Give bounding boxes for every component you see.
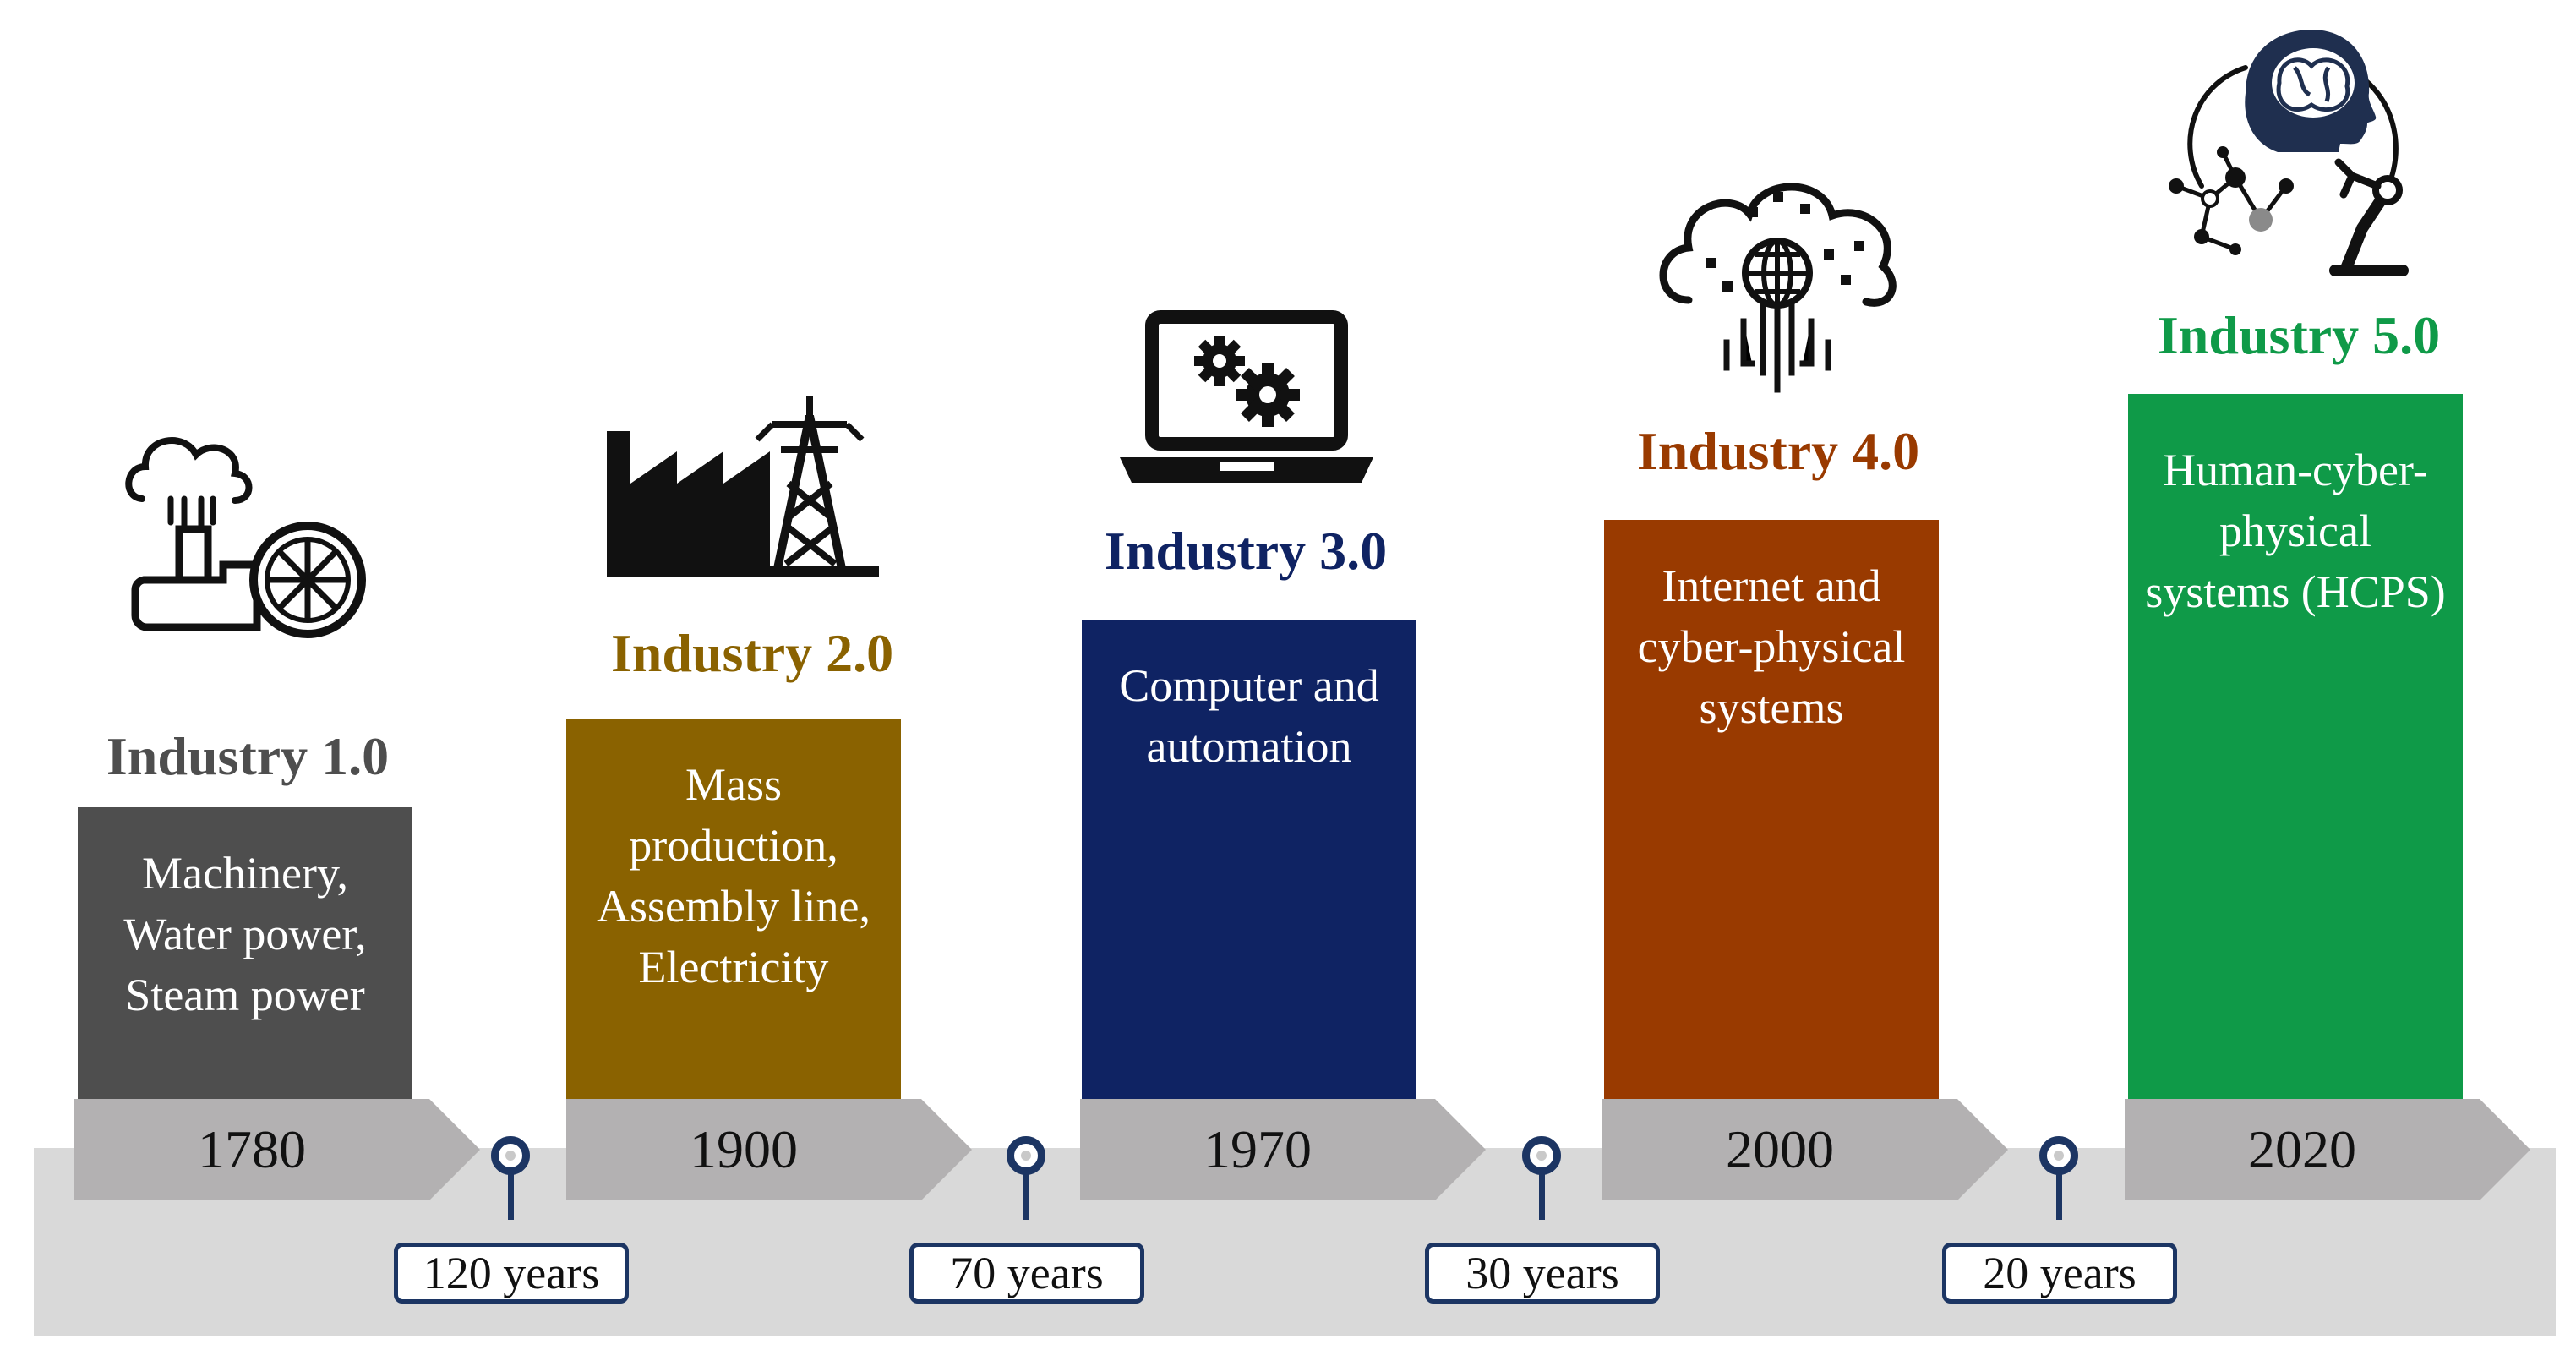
era-year: 1780	[198, 1119, 306, 1179]
laptop-gears-icon	[1120, 310, 1373, 483]
era-title: Industry 1.0	[106, 726, 390, 786]
timeline-marker	[1522, 1136, 1561, 1175]
year-arrow	[2125, 1099, 2530, 1200]
description-line: Water power,	[123, 909, 367, 959]
era-year: 1900	[690, 1119, 798, 1179]
description-line: cyber-physical	[1637, 621, 1906, 672]
era-year: 1970	[1203, 1119, 1312, 1179]
description-line: production,	[629, 820, 838, 871]
gap-label: 70 years	[909, 1243, 1144, 1304]
year-arrow	[566, 1099, 972, 1200]
era-description: Internet and cyber-physical systems	[1604, 520, 1939, 1103]
era-year: 2020	[2248, 1119, 2356, 1179]
description-line: Mass	[685, 759, 782, 810]
description-line: systems	[1699, 682, 1844, 733]
description-line: Human-cyber-	[2163, 445, 2428, 495]
factory-power-tower-icon	[607, 396, 879, 578]
gap-label: 30 years	[1425, 1243, 1660, 1304]
year-arrow	[1080, 1099, 1486, 1200]
description-line: Electricity	[638, 942, 829, 992]
description-line: systems (HCPS)	[2145, 566, 2446, 617]
gap-label: 20 years	[1942, 1243, 2177, 1304]
description-line: Machinery,	[142, 848, 348, 899]
era-description: Machinery, Water power, Steam power	[78, 807, 412, 1103]
description-line: physical	[2219, 506, 2371, 556]
era-title: Industry 5.0	[2157, 305, 2441, 365]
year-arrow	[1602, 1099, 2008, 1200]
marker-stem	[2056, 1174, 2062, 1220]
era-description: Computer and automation	[1082, 620, 1416, 1103]
era-title: Industry 3.0	[1104, 521, 1388, 581]
era-year: 2000	[1726, 1119, 1834, 1179]
marker-stem	[508, 1174, 514, 1220]
human-ai-robot-icon	[2169, 30, 2409, 276]
era-title: Industry 4.0	[1636, 421, 1920, 481]
description-line: Internet and	[1662, 560, 1881, 611]
year-arrow	[74, 1099, 480, 1200]
era-title: Industry 2.0	[610, 623, 894, 683]
gap-label: 120 years	[394, 1243, 629, 1304]
era-description: Mass production, Assembly line, Electric…	[566, 719, 901, 1103]
marker-stem	[1023, 1174, 1029, 1220]
description-line: Steam power	[125, 970, 365, 1020]
description-line: automation	[1146, 721, 1352, 772]
marker-stem	[1539, 1174, 1545, 1220]
description-line: Assembly line,	[597, 881, 870, 932]
cloud-globe-icon	[1659, 183, 1897, 393]
timeline-marker	[1007, 1136, 1045, 1175]
description-line: Computer and	[1119, 660, 1379, 711]
era-description: Human-cyber- physical systems (HCPS)	[2128, 394, 2463, 1103]
timeline-marker	[2039, 1136, 2078, 1175]
steam-engine-icon	[125, 437, 366, 638]
timeline-marker	[491, 1136, 530, 1175]
